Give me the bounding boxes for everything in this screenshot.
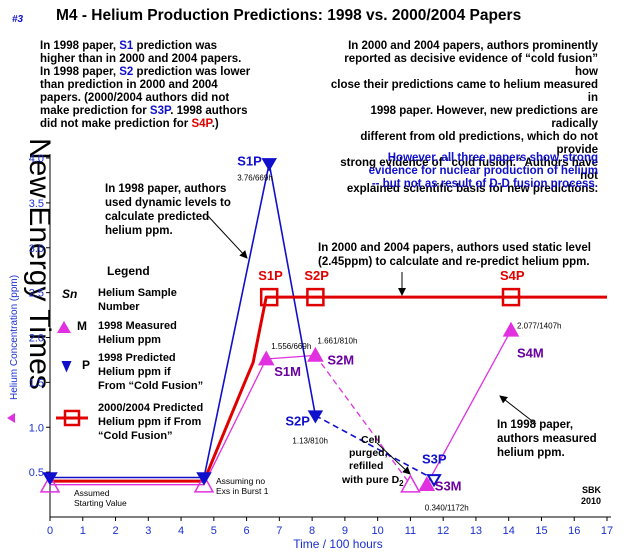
x-tick-label: 8: [309, 525, 315, 537]
measured-marker: [257, 350, 275, 366]
y-tick-label: 2.5: [29, 288, 44, 300]
point-label: S4P: [500, 268, 525, 283]
point-value-label: 0.340/1172h: [425, 504, 469, 513]
y-title-marker: [7, 413, 15, 423]
x-tick-label: 15: [535, 525, 547, 537]
y-tick-label: 0.5: [29, 467, 44, 479]
x-tick-label: 4: [178, 525, 184, 537]
series-line-measured: [314, 355, 411, 486]
series-line-measured: [50, 354, 316, 486]
annotation-dynamic: In 1998 paper, authors used dynamic leve…: [105, 183, 234, 237]
note-blue: However, all three papers show strong ev…: [368, 152, 598, 190]
y-tick-label: 1.5: [29, 377, 44, 389]
measured-marker: [418, 476, 436, 492]
x-tick-label: 2: [112, 525, 118, 537]
measured-marker: [193, 474, 215, 493]
figure-number: #3: [12, 14, 24, 25]
x-tick-label: 16: [568, 525, 580, 537]
chart-title: M4 - Helium Production Predictions: 1998…: [56, 7, 521, 24]
point-value-label: 2.077/1407h: [517, 321, 562, 330]
predicted-1998-marker: [196, 472, 212, 486]
y-tick-label: 3.0: [29, 243, 44, 255]
x-tick-label: 1: [80, 525, 86, 537]
legend-m-symbol: M: [77, 319, 87, 333]
point-label: S2P: [304, 268, 329, 283]
point-value-label: 1.556/669h: [271, 342, 311, 351]
predicted-2000-2004-marker: [501, 287, 521, 307]
axes: [49, 154, 611, 518]
point-label: S2M: [327, 352, 354, 367]
predicted-2000-2004-marker: [259, 287, 279, 307]
series-markers: [39, 158, 521, 493]
predicted-2000-2004-marker: [306, 287, 325, 307]
point-label: S3M: [435, 479, 462, 494]
y-axis-title: Helium Concentration (ppm): [9, 275, 20, 400]
x-tick-label: 14: [503, 525, 515, 537]
note-left: In 1998 paper, S1 prediction was higher …: [40, 40, 251, 130]
point-label: S2P: [285, 414, 310, 429]
x-tick-label: 3: [145, 525, 151, 537]
y-tick-label: 3.5: [29, 198, 44, 210]
series-line-measured: [426, 329, 512, 486]
legend-s-label: 2000/2004 Predicted Helium ppm if From “…: [98, 402, 206, 442]
x-tick-label: 0: [47, 525, 53, 537]
annotation-static: In 2000 and 2004 papers, authors used st…: [318, 242, 594, 268]
legend-predicted-marker: [61, 361, 72, 373]
predicted-1998-marker: [42, 472, 58, 486]
point-label: S1P: [237, 153, 262, 168]
annotation-assuming-no: Assuming no Exs in Burst 1: [216, 476, 269, 496]
sbk-credit: SBK 2010: [581, 485, 604, 506]
y-tick-label: 2.0: [29, 333, 44, 345]
legend-p-symbol: P: [82, 358, 90, 372]
arrow-purged: [376, 442, 411, 475]
x-tick-label: 5: [211, 525, 217, 537]
y-tick-label: 1.0: [29, 422, 44, 434]
legend-s-marker: [63, 409, 81, 427]
point-value-label: 1.13/810h: [292, 437, 328, 446]
legend: Legend Sn Helium Sample Number M 1998 Me…: [56, 264, 206, 442]
measured-marker: [307, 346, 324, 362]
watermark: New Energy Times: [23, 138, 56, 390]
point-label: S1P: [258, 268, 283, 283]
measured-marker: [400, 474, 421, 493]
arrow-measured: [499, 395, 537, 425]
x-tick-label: 6: [244, 525, 250, 537]
point-label: S1M: [274, 364, 301, 379]
legend-sn-label: Helium Sample Number: [98, 287, 180, 313]
measured-marker: [502, 321, 520, 337]
point-label: S4M: [517, 345, 544, 360]
axis-ticks: 0 1 2 3 4 5 6 7 8 9 10 11 12 13 14 15 16 170.51.01.52.02.…: [29, 153, 613, 537]
x-axis-title: Time / 100 hours: [293, 537, 383, 551]
point-value-label: 3.76/669h: [237, 173, 273, 182]
x-tick-label: 7: [276, 525, 282, 537]
x-tick-label: 11: [405, 525, 416, 537]
legend-p-label: 1998 Predicted Helium ppm if From “Cold …: [98, 352, 203, 392]
predicted-1998-marker: [261, 158, 277, 172]
point-labels: S1M 1.556/669h S2M 1.661/810h S3M 0.340/1172h…: [237, 153, 561, 512]
annotation-measured: In 1998 paper, authors measured helium p…: [497, 419, 600, 459]
predicted-1998-marker: [426, 474, 442, 488]
legend-title: Legend: [107, 264, 150, 278]
legend-measured-marker: [57, 321, 71, 333]
annotation-assumed-start: Assumed Starting Value: [74, 488, 127, 508]
predicted-1998-marker: [307, 410, 324, 424]
note-right: In 2000 and 2004 papers, authors promine…: [330, 40, 598, 195]
x-tick-label: 10: [372, 525, 384, 537]
series-line-1998-predicted: [50, 162, 317, 479]
annotation-purged: Cell purged, refilled with pure D2: [341, 434, 404, 488]
x-tick-label: 13: [470, 525, 482, 537]
arrow-dynamic: [207, 215, 248, 259]
legend-sn-symbol: Sn: [62, 287, 77, 301]
y-tick-label: 4.0: [29, 153, 44, 165]
point-label: S3P: [422, 451, 447, 466]
x-tick-label: 17: [601, 525, 613, 537]
legend-m-label: 1998 Measured Helium ppm: [98, 320, 180, 346]
point-value-label: 1.661/810h: [317, 336, 357, 345]
series-line-1998-predicted: [315, 414, 435, 481]
x-tick-label: 9: [342, 525, 348, 537]
measured-marker: [39, 474, 61, 493]
x-tick-label: 12: [437, 525, 449, 537]
